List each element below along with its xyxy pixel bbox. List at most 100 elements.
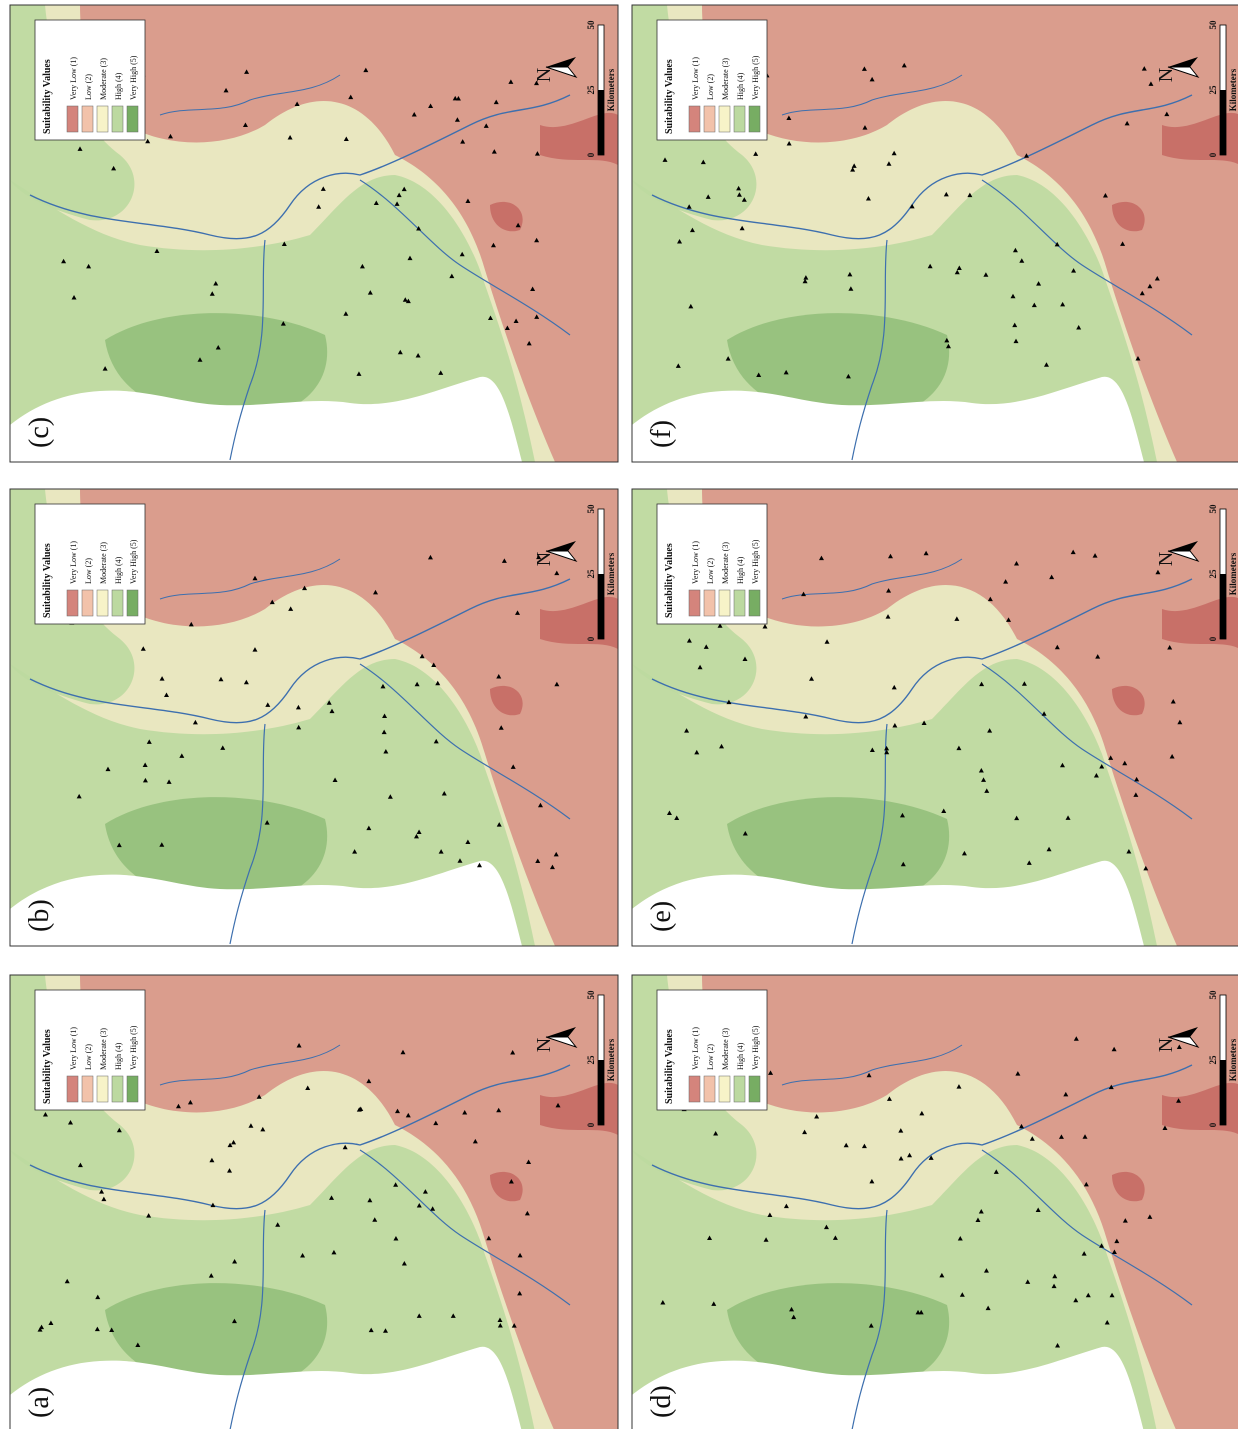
scale-unit: Kilometers (1228, 1038, 1238, 1081)
legend-swatch (689, 590, 700, 616)
legend-item: Very High (5) (129, 539, 138, 584)
legend-swatch (97, 1076, 108, 1102)
scale-unit: Kilometers (606, 552, 616, 595)
scale-label: 25 (1208, 569, 1218, 579)
legend-item: High (4) (114, 72, 123, 100)
panel-label: (b) (24, 899, 55, 932)
scale-label: 25 (586, 85, 596, 95)
map-panel: (a)Suitability ValuesVery Low (1)Low (2)… (10, 975, 618, 1429)
scale-label: 0 (586, 636, 596, 641)
legend-item: Very High (5) (751, 539, 760, 584)
scale-bar-segment (1220, 574, 1226, 639)
legend-swatch (67, 590, 78, 616)
legend-swatch (749, 1076, 760, 1102)
legend-item: High (4) (736, 556, 745, 584)
legend-swatch (82, 106, 93, 132)
legend: Suitability Values Very Low (1) Low (2) Mod… (657, 990, 767, 1110)
scale-label: 0 (1208, 1122, 1218, 1127)
legend: Suitability ValuesVery Low (1)Low (2)Mod… (657, 504, 767, 624)
legend-swatch (127, 1076, 138, 1102)
scale-label: 25 (1208, 85, 1218, 95)
legend-swatch (689, 1076, 700, 1102)
legend-item: Moderate (3) (99, 1028, 108, 1070)
legend-title: Suitability Values (42, 59, 53, 134)
north-label: N (533, 1038, 555, 1052)
legend-item: Moderate (3) (721, 1028, 730, 1070)
scale-label: 0 (586, 1122, 596, 1127)
scale-bar-segment (598, 1060, 604, 1125)
legend-item: High (4) (114, 1042, 123, 1070)
scale-unit: Kilometers (606, 1038, 616, 1081)
legend-swatch (82, 590, 93, 616)
panel-label: (e) (646, 901, 677, 932)
scale-label: 0 (586, 152, 596, 157)
legend-item: Moderate (3) (721, 58, 730, 100)
north-label: N (1155, 1038, 1177, 1052)
legend-swatch (704, 1076, 715, 1102)
scale-label: 0 (1208, 636, 1218, 641)
legend-item: Low (2) (84, 558, 93, 584)
scale-label: 25 (586, 569, 596, 579)
panel-label: (d) (646, 1385, 677, 1418)
panel-label: (a) (24, 1387, 55, 1418)
map-panel: (b)Suitability ValuesVery Low (1)Low (2)… (10, 489, 618, 946)
legend-item: Moderate (3) (99, 542, 108, 584)
scale-label: 0 (1208, 152, 1218, 157)
scale-label: 25 (1208, 1055, 1218, 1065)
legend-swatch (127, 106, 138, 132)
legend-item: Very High (5) (751, 1025, 760, 1070)
legend-title: Suitability Values (664, 543, 675, 618)
legend-item: Very Low (1) (69, 541, 78, 584)
scale-label: 50 (1208, 990, 1218, 1000)
scale-label: 50 (586, 504, 596, 514)
panel-label: (f) (646, 420, 677, 448)
legend-swatch (719, 106, 730, 132)
legend-item: Low (2) (706, 1044, 715, 1070)
north-label: N (533, 68, 555, 82)
map-panel: (f)Suitability ValuesVery Low (1)Low (2)… (632, 5, 1238, 462)
legend-item: Very High (5) (129, 1025, 138, 1070)
legend-swatch (719, 590, 730, 616)
legend-item: Very Low (1) (691, 1027, 700, 1070)
legend-swatch (82, 1076, 93, 1102)
scale-label: 25 (586, 1055, 596, 1065)
legend-swatch (112, 590, 123, 616)
legend-swatch (704, 590, 715, 616)
scale-unit: Kilometers (606, 68, 616, 111)
north-label: N (533, 552, 555, 566)
scale-label: 50 (1208, 20, 1218, 30)
scale-unit: Kilometers (1228, 552, 1238, 595)
legend-swatch (749, 106, 760, 132)
scale-bar-segment (598, 574, 604, 639)
legend-swatch (734, 1076, 745, 1102)
legend-item: Moderate (3) (99, 58, 108, 100)
panel-label: (c) (24, 417, 55, 448)
scale-label: 50 (1208, 504, 1218, 514)
legend-swatch (127, 590, 138, 616)
legend-item: Very Low (1) (691, 57, 700, 100)
legend-swatch (112, 106, 123, 132)
scale-label: 50 (586, 20, 596, 30)
legend-item: High (4) (736, 1042, 745, 1070)
legend-item: Low (2) (84, 74, 93, 100)
legend-item: Low (2) (706, 558, 715, 584)
legend-swatch (112, 1076, 123, 1102)
legend-swatch (97, 106, 108, 132)
legend-item: Very Low (1) (69, 1027, 78, 1070)
map-panel: (d) Suitability Values Very Low (1) Low (2)… (632, 975, 1238, 1429)
map-panel: (e) Suitability ValuesVery Low (1)Low (2)… (632, 489, 1238, 946)
legend-swatch (719, 1076, 730, 1102)
scale-bar-segment (1220, 1060, 1226, 1125)
legend-swatch (734, 590, 745, 616)
legend-swatch (749, 590, 760, 616)
legend-item: Low (2) (706, 74, 715, 100)
legend-item: Very High (5) (129, 55, 138, 100)
legend-title: Suitability Values (664, 1029, 675, 1104)
map-panel: (c) Suitability Values Very Low (1) Low (2)… (10, 5, 618, 462)
legend-item: Very Low (1) (69, 57, 78, 100)
legend: Suitability Values Very Low (1) Low (2) Mod… (35, 20, 145, 140)
legend-swatch (67, 106, 78, 132)
legend-swatch (97, 590, 108, 616)
legend-item: Low (2) (84, 1044, 93, 1070)
